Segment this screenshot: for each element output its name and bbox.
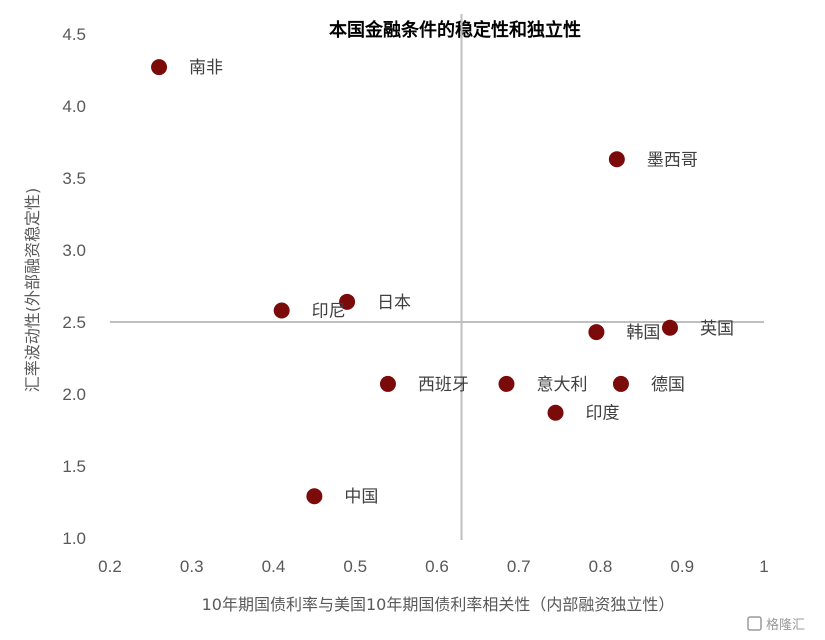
watermark-text: 格隆汇: [766, 617, 805, 633]
x-tick-label: 0.5: [343, 557, 367, 576]
point-label: 英国: [700, 319, 734, 339]
data-point: [612, 375, 629, 392]
data-points: [151, 59, 678, 505]
y-tick-label: 2.5: [62, 313, 86, 332]
point-label: 南非: [189, 58, 223, 78]
data-point: [273, 302, 290, 319]
point-label: 西班牙: [418, 375, 469, 395]
point-label: 日本: [377, 293, 411, 313]
data-point: [379, 375, 396, 392]
y-tick-label: 1.0: [62, 529, 86, 548]
watermark-logo-icon: [747, 616, 762, 631]
y-axis-ticks: 1.0 1.5 2.0 2.5 3.0 3.5 4.0 4.5: [62, 25, 86, 548]
x-axis-ticks: 0.2 0.3 0.4 0.5 0.6 0.7 0.8 0.9 1: [98, 557, 769, 576]
data-point: [608, 151, 625, 168]
point-label: 印度: [586, 404, 620, 424]
point-label: 意大利: [536, 375, 587, 395]
x-tick-label: 0.9: [670, 557, 694, 576]
data-point: [588, 324, 605, 341]
data-point: [547, 404, 564, 421]
y-tick-label: 1.5: [62, 457, 86, 476]
data-point: [661, 319, 678, 336]
point-label: 印尼: [312, 301, 346, 321]
x-tick-label: 0.7: [507, 557, 531, 576]
watermark: 格隆汇: [747, 616, 805, 633]
y-tick-label: 4.5: [62, 25, 86, 44]
x-tick-label: 0.4: [262, 557, 286, 576]
x-tick-label: 0.3: [180, 557, 204, 576]
y-tick-label: 3.5: [62, 169, 86, 188]
reference-lines: [110, 14, 764, 540]
data-point: [306, 488, 323, 505]
x-tick-label: 1: [759, 557, 768, 576]
x-tick-label: 0.8: [589, 557, 613, 576]
point-label: 韩国: [626, 323, 660, 343]
x-axis-title: 10年期国债利率与美国10年期国债利率相关性（内部融资独立性）: [202, 595, 675, 614]
data-point: [151, 59, 168, 76]
data-point: [498, 375, 515, 392]
point-label: 墨西哥: [647, 150, 698, 170]
y-tick-label: 3.0: [62, 241, 86, 260]
point-label: 德国: [651, 375, 685, 395]
x-tick-label: 0.6: [425, 557, 449, 576]
data-point: [339, 293, 356, 310]
y-tick-label: 4.0: [62, 97, 86, 116]
point-label: 中国: [344, 487, 378, 507]
y-axis-title: 汇率波动性(外部融资稳定性): [23, 188, 42, 393]
y-tick-label: 2.0: [62, 385, 86, 404]
chart-title: 本国金融条件的稳定性和独立性: [329, 19, 581, 41]
x-tick-label: 0.2: [98, 557, 122, 576]
